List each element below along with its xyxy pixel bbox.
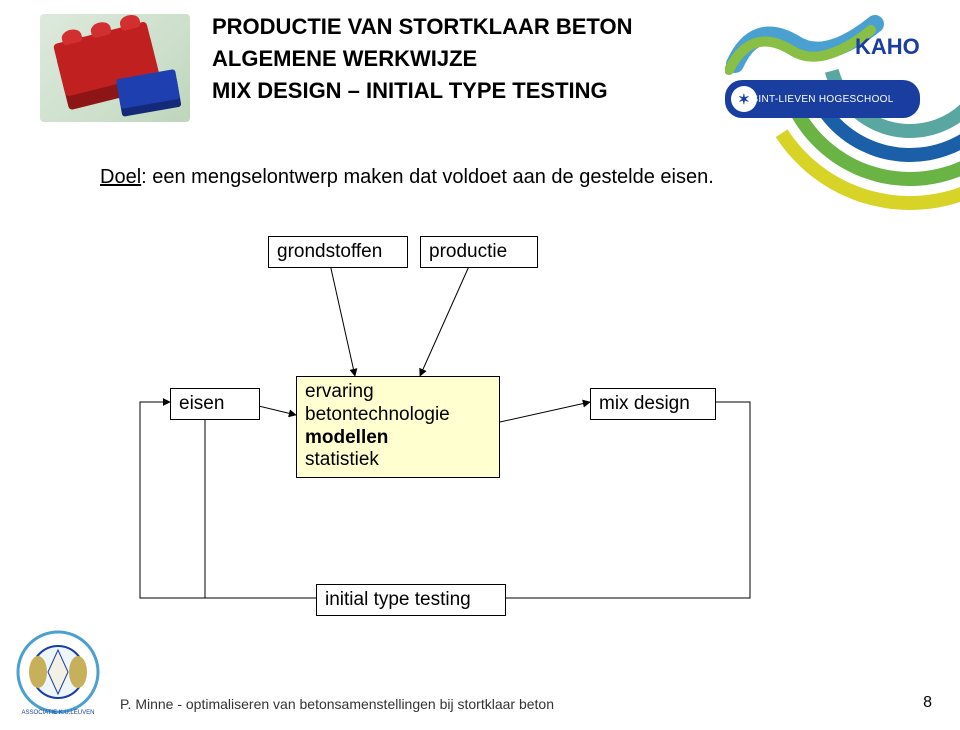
node-productie: productie: [420, 236, 538, 268]
institution-logo: KAHO ✶ SINT-LIEVEN HOGESCHOOL: [725, 14, 920, 118]
node-mixdesign: mix design: [590, 388, 716, 420]
goal-label: Doel: [100, 166, 141, 188]
title-line-3: MIX DESIGN – INITIAL TYPE TESTING: [212, 78, 725, 104]
header: PRODUCTIE VAN STORTKLAAR BETON ALGEMENE …: [40, 14, 920, 122]
kuleuven-assoc-logo: ASSOCIATIE K.U.LEUVEN: [14, 628, 102, 716]
footer-text: P. Minne - optimaliseren van betonsamens…: [120, 696, 554, 712]
page-number: 8: [923, 694, 932, 712]
node-ervaring: ervaringbetontechnologiemodellenstatisti…: [296, 376, 500, 478]
node-grondstoffen: grondstoffen: [268, 236, 408, 268]
svg-text:ASSOCIATIE K.U.LEUVEN: ASSOCIATIE K.U.LEUVEN: [22, 710, 95, 716]
node-itt: initial type testing: [316, 584, 506, 616]
sintlieven-text: SINT-LIEVEN HOGESCHOOL: [751, 94, 893, 105]
kaho-logo: KAHO: [725, 14, 920, 76]
lego-image: [40, 14, 190, 122]
sintlieven-badge: ✶ SINT-LIEVEN HOGESCHOOL: [725, 80, 920, 118]
node-eisen: eisen: [170, 388, 260, 420]
title-line-1: PRODUCTIE VAN STORTKLAAR BETON: [212, 14, 725, 40]
svg-text:KAHO: KAHO: [855, 34, 920, 59]
title-line-2: ALGEMENE WERKWIJZE: [212, 46, 725, 72]
goal-text: : een mengselontwerp maken dat voldoet a…: [141, 166, 714, 188]
sintlieven-icon: ✶: [731, 86, 757, 112]
flowchart: grondstoffen productie eisen ervaringbetont…: [0, 220, 960, 680]
title-block: PRODUCTIE VAN STORTKLAAR BETON ALGEMENE …: [212, 14, 725, 110]
goal-sentence: Doel: een mengselontwerp maken dat voldo…: [100, 166, 714, 189]
